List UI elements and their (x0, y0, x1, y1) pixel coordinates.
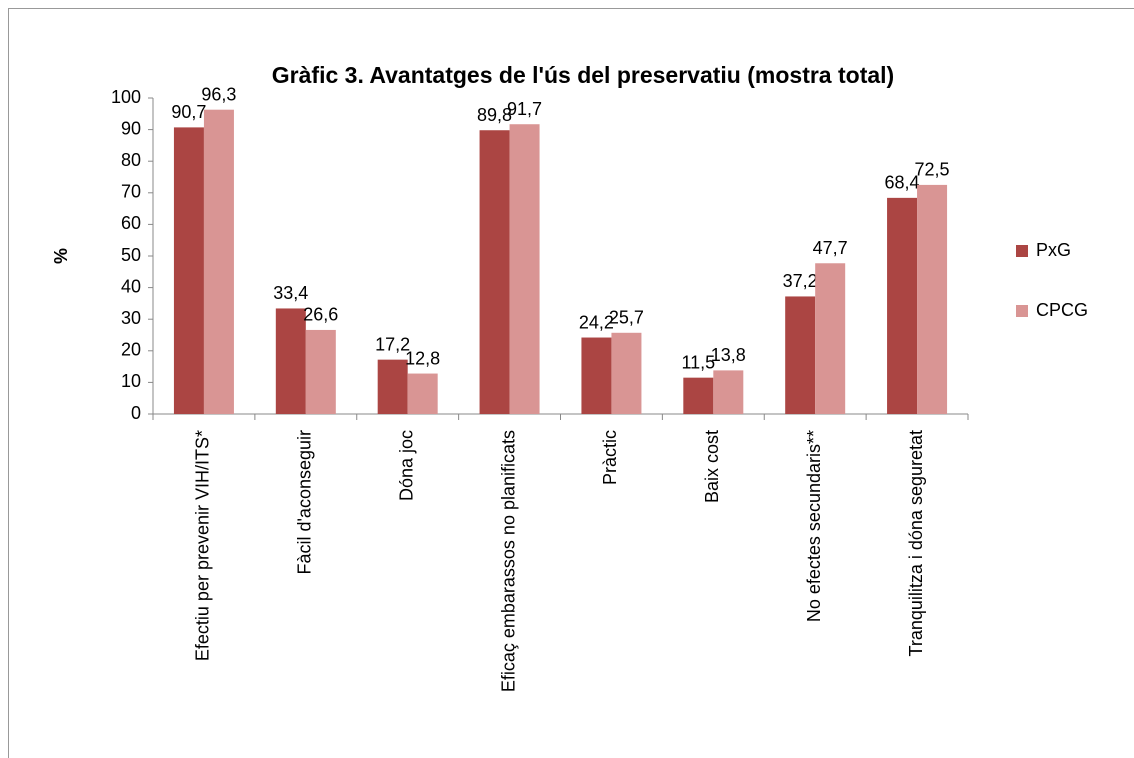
data-label: 26,6 (303, 305, 338, 325)
bar (785, 296, 816, 414)
y-tick-label: 20 (121, 340, 141, 360)
data-label: 11,5 (681, 352, 715, 372)
bar (713, 370, 744, 414)
legend-swatch (1016, 305, 1028, 317)
bar (887, 197, 918, 414)
x-tick-label: Efectiu per prevenir VIH/ITS* (193, 430, 213, 661)
x-tick-label: Baix cost (702, 430, 722, 503)
legend-swatch (1016, 245, 1028, 257)
x-tick-label: Tranquilitza i dóna seguretat (906, 430, 926, 656)
bar (479, 130, 510, 414)
y-axis-label: % (51, 248, 71, 264)
chart-frame (8, 8, 1134, 758)
data-label: 96,3 (201, 84, 236, 104)
bar (683, 377, 714, 414)
data-label: 25,7 (609, 308, 644, 328)
data-label: 33,4 (273, 283, 308, 303)
chart-title: Gràfic 3. Avantatges de l'ús del preserv… (272, 62, 894, 88)
data-label: 37,2 (783, 271, 818, 291)
y-tick-label: 0 (131, 403, 141, 423)
bar (917, 184, 948, 414)
bar (581, 337, 612, 414)
data-label: 68,4 (885, 173, 920, 193)
bar (173, 127, 204, 414)
data-label: 47,7 (813, 238, 848, 258)
y-tick-label: 90 (121, 118, 141, 138)
y-tick-label: 60 (121, 213, 141, 233)
y-tick-label: 100 (111, 87, 141, 107)
bar (275, 308, 306, 414)
y-tick-label: 70 (121, 182, 141, 202)
y-tick-label: 80 (121, 150, 141, 170)
y-tick-label: 30 (121, 308, 141, 328)
legend-label: PxG (1036, 240, 1071, 260)
x-tick-label: No efectes secundaris** (804, 430, 824, 622)
data-label: 91,7 (507, 99, 542, 119)
y-tick-label: 40 (121, 276, 141, 296)
x-tick-label: Fàcil d'aconseguir (295, 430, 315, 575)
legend-label: CPCG (1036, 300, 1088, 320)
bar (377, 359, 408, 414)
data-label: 12,8 (405, 348, 440, 368)
data-label: 90,7 (171, 102, 206, 122)
y-tick-label: 50 (121, 245, 141, 265)
data-label: 72,5 (915, 160, 950, 180)
data-label: 89,8 (477, 105, 512, 125)
x-tick-label: Pràctic (600, 430, 620, 485)
x-tick-label: Dóna joc (396, 430, 416, 501)
x-tick-label: Eficaç embarassos no planificats (498, 430, 518, 692)
bar (203, 109, 234, 414)
bar (509, 124, 540, 414)
data-label: 13,8 (711, 345, 746, 365)
bar (815, 263, 846, 414)
bar (407, 373, 438, 414)
data-label: 17,2 (375, 334, 410, 354)
bar (305, 329, 336, 414)
data-label: 24,2 (579, 312, 614, 332)
bar (611, 332, 642, 414)
y-tick-label: 10 (121, 371, 141, 391)
